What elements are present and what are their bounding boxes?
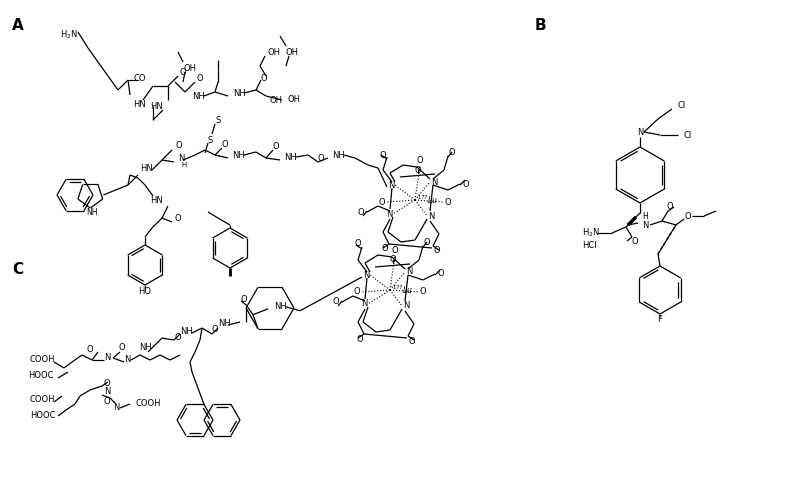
Text: A: A [12,18,24,33]
Text: O: O [175,332,181,342]
Text: O: O [380,150,386,159]
Text: B: B [535,18,547,33]
Text: N: N [637,127,643,136]
Text: N: N [113,403,119,412]
Text: HOOC: HOOC [28,372,54,380]
Text: $^{177}$Lu: $^{177}$Lu [417,194,438,206]
Text: O: O [434,245,440,255]
Text: N: N [124,356,130,365]
Text: O: O [356,334,364,344]
Text: O: O [104,397,110,406]
Text: HN: HN [133,100,145,109]
Text: COOH: COOH [30,356,55,365]
Text: O: O [419,288,427,296]
Text: COOH: COOH [135,398,161,407]
Text: NH: NH [86,208,98,216]
Text: O: O [389,256,396,265]
Text: O: O [212,325,218,334]
Text: OH: OH [270,96,283,105]
Text: N: N [178,153,185,162]
Text: O: O [272,141,280,150]
Text: O: O [445,198,451,207]
Text: NH: NH [218,319,231,328]
Text: NH: NH [138,344,151,353]
Text: O: O [175,140,181,149]
Text: OH: OH [285,47,299,56]
Text: H$_2$N: H$_2$N [582,227,600,239]
Text: H: H [642,212,648,221]
Text: O: O [417,155,423,164]
Text: O: O [240,295,248,304]
Text: O: O [318,153,324,162]
Text: O: O [685,211,691,220]
Text: O: O [463,180,469,189]
Text: HN: HN [140,163,153,173]
Text: HOOC: HOOC [30,411,55,421]
Text: NH: NH [180,327,193,337]
Text: HN: HN [150,196,163,205]
Text: O: O [423,237,431,246]
Text: C: C [12,262,23,277]
Text: N: N [361,299,368,308]
Text: O: O [382,243,388,253]
Text: OH: OH [287,95,300,104]
Text: OH: OH [268,47,281,56]
Text: CO: CO [133,73,146,82]
Text: N: N [431,178,437,187]
Text: O: O [175,213,181,222]
Text: O: O [332,297,340,306]
Text: S: S [216,116,221,125]
Text: O: O [438,270,444,279]
Text: HO: HO [138,287,152,295]
Text: NH: NH [233,89,246,98]
Text: O: O [221,139,229,148]
Text: O: O [86,346,93,355]
Text: O: O [666,202,674,210]
Text: Cl: Cl [684,130,692,139]
Text: $^{177}$Lu: $^{177}$Lu [392,284,413,296]
Text: O: O [119,344,125,353]
Text: N: N [386,210,392,218]
Text: N: N [388,181,394,190]
Text: O: O [414,165,421,175]
Text: NH: NH [274,302,287,311]
Text: NH: NH [232,150,244,159]
Text: O: O [355,238,361,247]
Text: O: O [197,73,203,82]
Text: NH: NH [192,92,205,101]
Text: H: H [181,162,187,168]
Text: OH: OH [184,63,197,72]
Text: N: N [403,301,409,310]
Text: O: O [449,147,455,156]
Text: N: N [363,271,369,280]
Text: N: N [406,268,412,277]
Text: HCl: HCl [582,240,597,249]
Text: N: N [104,354,110,363]
Text: O: O [632,236,638,245]
Text: N: N [427,211,434,220]
Text: F: F [658,315,662,324]
Text: S: S [208,135,213,144]
Text: NH: NH [332,150,344,159]
Text: COOH: COOH [30,395,55,404]
Text: O: O [408,337,415,346]
Text: O: O [180,67,187,76]
Text: HN: HN [150,102,163,111]
Text: O: O [379,198,385,207]
Text: O: O [104,378,110,387]
Text: Cl: Cl [678,101,686,110]
Text: O: O [392,245,399,255]
Text: NH: NH [284,152,296,161]
Text: O: O [358,208,364,216]
Text: O: O [260,73,268,82]
Text: H$_2$N: H$_2$N [60,28,78,41]
Text: N: N [642,220,648,229]
Text: O: O [354,288,360,296]
Text: N: N [104,387,110,396]
